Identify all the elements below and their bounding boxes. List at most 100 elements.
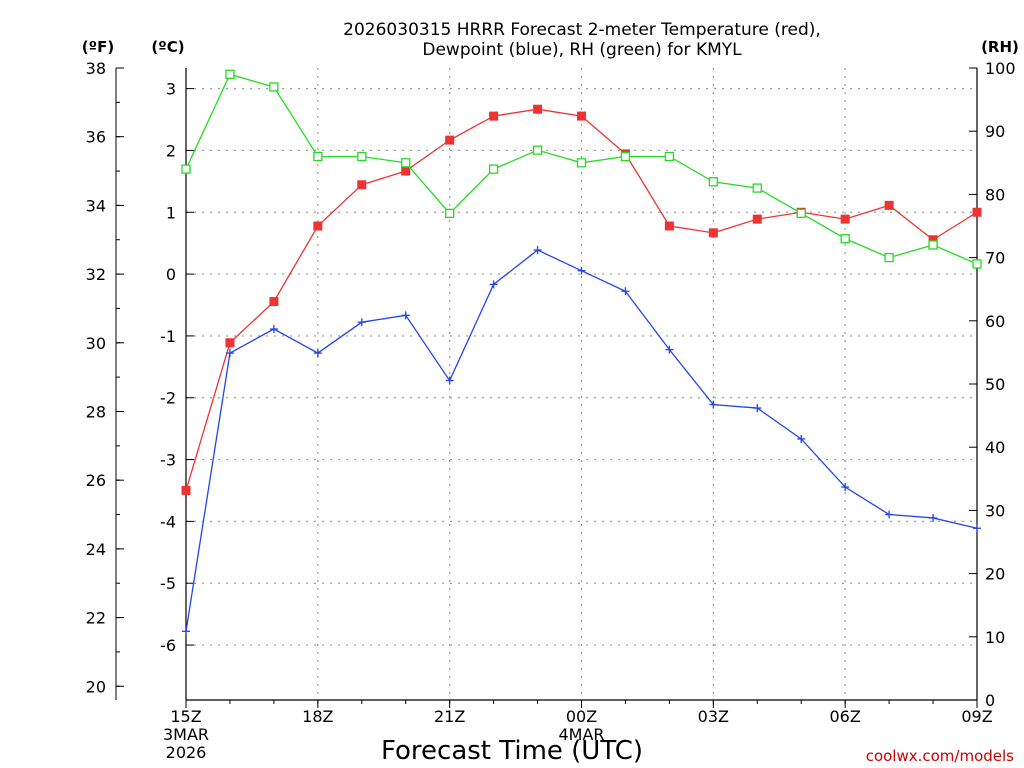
temperature-point (445, 135, 455, 145)
dewpoint-point (929, 513, 938, 522)
fahrenheit-tick-label: 36 (86, 128, 106, 147)
celsius-tick-label: 2 (166, 141, 176, 160)
temperature-point (972, 207, 982, 217)
rh-tick-label: 70 (985, 249, 1005, 268)
dewpoint-point (489, 280, 498, 289)
rh-tick-label: 100 (985, 59, 1016, 78)
dewpoint-point (445, 376, 454, 385)
temperature-point (269, 297, 279, 307)
dewpoint-point (313, 349, 322, 358)
celsius-tick-label: -3 (160, 451, 176, 470)
axes (115, 68, 978, 701)
dewpoint-point (885, 510, 894, 519)
rh-point (664, 151, 675, 162)
rh-tick-label: 20 (985, 565, 1005, 584)
time-tick-label: 21Z (434, 707, 465, 726)
fahrenheit-tick-label: 38 (86, 59, 106, 78)
fahrenheit-tick-label: 32 (86, 265, 106, 284)
dewpoint-point (577, 266, 586, 275)
time-tick-label: 15Z (170, 707, 201, 726)
rh-point (181, 164, 191, 174)
rh-tick-label: 90 (985, 122, 1005, 141)
time-tick-label: 00Z (566, 707, 597, 726)
celsius-tick-label: -1 (160, 327, 176, 346)
celsius-tick-label: 3 (166, 80, 176, 99)
rh-tick-label: 50 (985, 375, 1005, 394)
temperature-point (840, 214, 850, 224)
fahrenheit-unit-label: (ºF) (82, 38, 114, 56)
rh-point (928, 240, 938, 250)
time-tick-label: 06Z (830, 707, 861, 726)
rh-tick-label: 0 (985, 691, 995, 710)
series-layer (181, 69, 982, 636)
celsius-axis: -6 -5 -4 -3 -2 -1 0 1 2 3 (160, 80, 194, 655)
temperature-point (708, 228, 718, 238)
fahrenheit-tick-label: 24 (86, 540, 106, 559)
rh-unit-label: (RH) (981, 38, 1019, 56)
fahrenheit-tick-label: 22 (86, 609, 106, 628)
time-tick-label: 09Z (961, 707, 992, 726)
rh-line (185, 73, 978, 265)
time-tick-label: 03Z (698, 707, 729, 726)
rh-point (708, 177, 718, 187)
chart-title-line1: 2026030315 HRRR Forecast 2-meter Tempera… (343, 20, 821, 40)
rh-tick-label: 80 (985, 185, 1005, 204)
rh-axis: 0 10 20 30 40 50 60 70 80 90 100 (969, 59, 1016, 710)
rh-tick-label: 10 (985, 628, 1005, 647)
celsius-tick-label: 1 (166, 203, 176, 222)
credit-link[interactable]: coolwx.com/models (866, 747, 1014, 765)
rh-point (401, 158, 411, 168)
rh-point (313, 151, 323, 162)
rh-series (181, 69, 982, 269)
rh-point (532, 145, 543, 155)
rh-point (796, 208, 806, 219)
time-tick-label: 18Z (302, 707, 333, 726)
temperature-point (181, 485, 191, 495)
year-label: 2026 (166, 743, 207, 762)
rh-point (357, 151, 367, 162)
rh-point (620, 151, 631, 162)
dewpoint-point (841, 483, 850, 492)
temperature-point (357, 180, 367, 190)
date-label: 3MAR (163, 725, 209, 744)
fahrenheit-tick-label: 28 (86, 402, 106, 421)
rh-point (488, 164, 499, 174)
rh-point (884, 252, 894, 263)
dewpoint-line (185, 249, 978, 632)
temperature-point (752, 214, 762, 224)
rh-point (972, 259, 982, 269)
dewpoint-point (182, 627, 190, 636)
fahrenheit-tick-label: 26 (86, 471, 106, 490)
rh-point (225, 69, 235, 79)
fahrenheit-tick-label: 30 (86, 334, 106, 353)
dewpoint-point (269, 325, 278, 334)
celsius-tick-label: -5 (160, 574, 176, 593)
temperature-point (533, 104, 543, 114)
fahrenheit-tick-label: 20 (86, 677, 106, 696)
dewpoint-point (357, 318, 366, 327)
rh-point (752, 183, 762, 193)
dewpoint-point (401, 311, 410, 320)
temperature-point (664, 221, 674, 231)
temperature-point (225, 338, 235, 348)
temperature-point (884, 200, 894, 210)
celsius-tick-label: -6 (160, 636, 176, 655)
celsius-unit-label: (ºC) (151, 38, 184, 56)
rh-point (576, 158, 587, 168)
dewpoint-point (665, 345, 674, 354)
dewpoint-point (709, 400, 718, 409)
celsius-tick-label: -4 (160, 512, 176, 531)
rh-point (269, 82, 279, 92)
temperature-point (577, 111, 586, 121)
dewpoint-point (753, 404, 762, 413)
gridlines (186, 68, 977, 700)
x-axis-label: Forecast Time (UTC) (381, 736, 643, 766)
fahrenheit-axis: 20 22 24 26 28 30 32 34 36 38 (86, 59, 124, 696)
date-label: 4MAR (558, 725, 604, 744)
dewpoint-point (621, 287, 630, 296)
dewpoint-point (973, 524, 981, 533)
dewpoint-point (797, 434, 806, 443)
rh-point (445, 208, 455, 219)
